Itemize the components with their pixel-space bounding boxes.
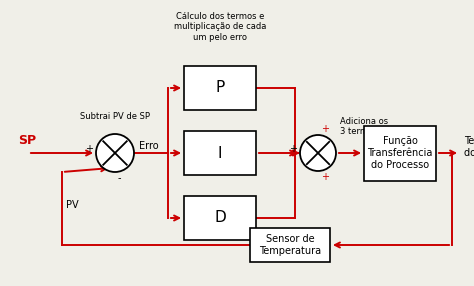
Text: Temperatura
do Forno: Temperatura do Forno	[464, 136, 474, 158]
Text: SP: SP	[18, 134, 36, 147]
FancyBboxPatch shape	[364, 126, 436, 180]
Circle shape	[300, 135, 336, 171]
Circle shape	[96, 134, 134, 172]
Text: Cálculo dos termos e
multiplicação de cada
um pelo erro: Cálculo dos termos e multiplicação de ca…	[174, 12, 266, 42]
Text: +: +	[321, 172, 329, 182]
FancyBboxPatch shape	[184, 66, 256, 110]
Text: Função
Transferência
do Processo: Função Transferência do Processo	[367, 136, 433, 170]
Text: Erro: Erro	[139, 141, 159, 151]
Text: +: +	[85, 144, 93, 154]
Text: -: -	[118, 173, 121, 183]
Text: D: D	[214, 210, 226, 225]
Text: PV: PV	[66, 200, 79, 210]
Text: Adiciona os
3 termos: Adiciona os 3 termos	[340, 117, 388, 136]
Text: +: +	[289, 144, 297, 154]
Text: P: P	[215, 80, 225, 96]
Text: Subtrai PV de SP: Subtrai PV de SP	[80, 112, 150, 121]
Text: +: +	[321, 124, 329, 134]
Text: I: I	[218, 146, 222, 160]
FancyBboxPatch shape	[184, 196, 256, 240]
Text: Sensor de
Temperatura: Sensor de Temperatura	[259, 234, 321, 256]
FancyBboxPatch shape	[250, 228, 330, 262]
FancyBboxPatch shape	[184, 131, 256, 175]
